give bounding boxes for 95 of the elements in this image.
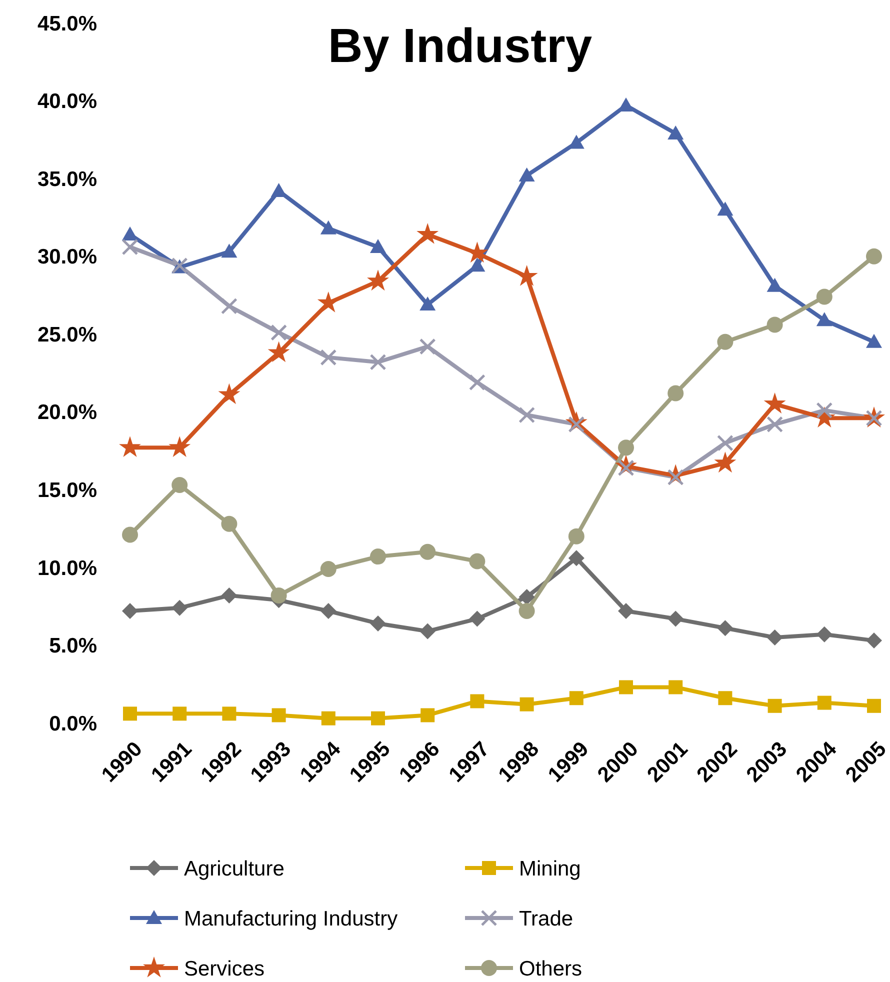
point [717,202,734,216]
point [370,615,386,632]
point [420,623,436,640]
point [668,125,684,140]
y-tick-label: 20.0% [37,401,98,424]
point [618,603,634,619]
point [618,440,634,456]
point [764,392,786,414]
point [221,516,238,532]
y-tick-label: 35.0% [37,168,98,191]
point [370,239,386,253]
point [172,600,188,616]
point [518,589,535,605]
point [668,680,683,694]
point [371,711,385,726]
point [172,477,188,493]
point [419,338,436,355]
point [716,434,734,452]
point [718,691,732,706]
point [221,587,238,604]
point [416,222,439,244]
point [221,244,238,258]
legend-label: Services [184,957,265,980]
y-tick-label: 15.0% [37,479,98,502]
point [569,691,584,706]
point [320,220,336,234]
point [420,296,436,311]
point [618,97,634,112]
point [420,544,436,560]
y-tick-label: 25.0% [37,323,98,346]
legend-label: Agriculture [184,857,284,880]
point [866,248,882,264]
point [668,610,684,627]
point [321,711,336,726]
point [518,167,535,182]
point [516,264,538,286]
y-tick-label: 40.0% [37,90,98,114]
point [222,706,236,721]
point [320,561,336,577]
legend-label: Trade [519,907,574,930]
point [866,334,882,348]
point [568,528,584,544]
y-tick-label: 5.0% [49,634,98,658]
y-tick-label: 10.0% [37,556,98,580]
point [468,374,486,391]
point [220,298,238,314]
legend-label: Others [519,957,582,980]
point [119,436,141,458]
point [766,629,783,646]
point [218,383,240,404]
chart-title: By Industry [328,20,592,73]
point [320,349,337,366]
point [667,468,684,486]
point [270,587,287,604]
point [367,270,389,291]
point [420,708,435,722]
y-tick-label: 0.0% [49,712,98,736]
point [619,680,633,694]
point [717,334,734,350]
point [272,708,286,722]
point [168,436,191,458]
legend-label: Mining [519,857,581,880]
legend-label: Manufacturing Industry [184,907,398,930]
point [816,312,832,326]
point [172,706,187,721]
point [518,603,535,619]
point [320,603,336,619]
point [816,288,832,305]
point [469,610,486,627]
point [520,697,534,712]
point [766,316,783,333]
point [714,452,736,473]
point [568,550,584,566]
point [268,341,290,362]
point [123,706,137,721]
point [866,632,882,649]
point [122,526,138,543]
y-tick-label: 45.0% [37,12,98,36]
point [518,406,536,424]
point [768,698,782,713]
point [469,258,486,272]
point [470,694,484,708]
y-tick-label: 30.0% [37,246,98,269]
point [370,548,386,565]
point [817,696,832,710]
point [668,385,684,402]
point [816,626,832,642]
point [370,354,386,370]
point [766,416,784,433]
point [867,698,881,713]
point [469,553,486,570]
point [122,603,138,619]
point [122,238,138,256]
point [717,620,734,636]
point [270,324,288,341]
